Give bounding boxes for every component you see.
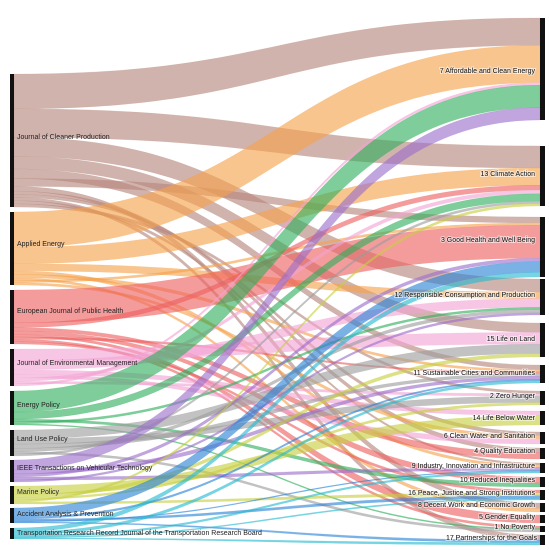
target-node-sdg9 <box>540 463 545 473</box>
target-label-sdg2: 2 Zero Hunger <box>490 393 536 400</box>
target-node-sdg2 <box>540 391 545 405</box>
target-node-sdg16 <box>540 490 545 500</box>
target-label-halo-sdg5: 5 Gender Equality <box>479 514 536 521</box>
source-label-jem: Journal of Environmental Management <box>17 360 137 367</box>
target-node-sdg3 <box>540 217 545 277</box>
source-node-mp <box>10 486 14 504</box>
target-node-sdg7 <box>540 18 545 120</box>
target-node-sdg12 <box>540 279 545 315</box>
target-label-halo-sdg2: 2 Zero Hunger <box>490 393 536 400</box>
source-node-ae <box>10 212 14 285</box>
target-label-sdg7: 7 Affordable and Clean Energy <box>440 68 536 75</box>
source-node-ieee <box>10 460 14 482</box>
target-label-sdg3: 3 Good Health and Well Being <box>441 237 535 244</box>
target-node-sdg6 <box>540 432 545 444</box>
source-label-ep: Energy Policy <box>17 402 60 409</box>
target-label-halo-sdg12: 12 Responsible Consumption and Productio… <box>395 292 536 299</box>
source-node-lup <box>10 430 14 456</box>
target-label-sdg10: 10 Reduced Inequalities <box>460 477 536 484</box>
target-node-sdg14 <box>540 411 545 425</box>
target-label-halo-sdg8: 8 Decent Work and Economic Growth <box>418 502 535 509</box>
source-node-ejph <box>10 290 14 344</box>
target-label-halo-sdg10: 10 Reduced Inequalities <box>460 477 536 484</box>
source-node-ep <box>10 391 14 425</box>
target-label-sdg13: 13 Climate Action <box>481 171 536 178</box>
source-label-trr: Transportation Research Record Journal o… <box>17 530 262 537</box>
target-label-halo-sdg3: 3 Good Health and Well Being <box>441 237 535 244</box>
source-node-jcp <box>10 74 14 207</box>
left-node-layer: Journal of Cleaner Production Applied Ene… <box>10 74 262 539</box>
target-label-sdg14: 14 Life Below Water <box>473 415 536 422</box>
target-node-sdg10 <box>540 477 545 487</box>
target-label-halo-sdg4: 4 Quality Education <box>474 448 535 455</box>
target-label-sdg8: 8 Decent Work and Economic Growth <box>418 502 535 509</box>
target-label-sdg4: 4 Quality Education <box>474 448 535 455</box>
target-node-sdg11 <box>540 365 545 383</box>
target-label-sdg16: 16 Peace, Justice and Strong Institution… <box>408 490 535 497</box>
source-label-ejph: European Journal of Public Health <box>17 308 123 315</box>
target-label-sdg6: 6 Clean Water and Sanitation <box>444 433 535 440</box>
target-node-sdg4 <box>540 448 545 459</box>
target-label-sdg11: 11 Sustainable Cities and Communities <box>413 370 535 377</box>
source-node-trr <box>10 528 14 539</box>
target-node-sdg15 <box>540 323 545 357</box>
flow-layer <box>13 17 541 546</box>
source-node-jem <box>10 349 14 386</box>
target-label-halo-sdg13: 13 Climate Action <box>481 171 536 178</box>
target-label-halo-sdg7: 7 Affordable and Clean Energy <box>440 68 536 75</box>
source-label-ieee: IEEE Transactions on Vehicular Technolog… <box>17 465 153 472</box>
target-label-halo-sdg11: 11 Sustainable Cities and Communities <box>413 370 535 377</box>
source-label-lup: Land Use Policy <box>17 436 68 443</box>
source-label-mp: Marine Policy <box>17 489 60 496</box>
target-label-halo-sdg15: 15 Life on Land <box>487 336 535 343</box>
source-node-aap <box>10 508 14 523</box>
target-node-sdg1 <box>540 526 545 532</box>
target-label-halo-sdg17: 17 Partnerships for the Goals <box>446 535 538 542</box>
target-label-sdg15: 15 Life on Land <box>487 336 535 343</box>
target-label-halo-sdg6: 6 Clean Water and Sanitation <box>444 433 535 440</box>
target-label-halo-sdg16: 16 Peace, Justice and Strong Institution… <box>408 490 535 497</box>
target-node-sdg13 <box>540 146 545 206</box>
target-label-sdg1: 1 No Poverty <box>495 524 536 531</box>
source-label-aap: Accident Analysis & Prevention <box>17 511 114 518</box>
target-label-halo-sdg1: 1 No Poverty <box>495 524 536 531</box>
target-node-sdg5 <box>540 515 545 523</box>
target-label-halo-sdg9: 9 Industry, Innovation and Infrastructur… <box>412 463 535 470</box>
source-label-jcp: Journal of Cleaner Production <box>17 134 110 141</box>
target-label-sdg17: 17 Partnerships for the Goals <box>446 535 538 542</box>
target-node-sdg17 <box>540 535 545 545</box>
target-label-halo-sdg14: 14 Life Below Water <box>473 415 536 422</box>
source-label-ae: Applied Energy <box>17 241 65 248</box>
target-label-sdg9: 9 Industry, Innovation and Infrastructur… <box>412 463 535 470</box>
target-label-sdg5: 5 Gender Equality <box>479 514 536 521</box>
target-label-sdg12: 12 Responsible Consumption and Productio… <box>395 292 536 299</box>
target-node-sdg8 <box>540 503 545 512</box>
